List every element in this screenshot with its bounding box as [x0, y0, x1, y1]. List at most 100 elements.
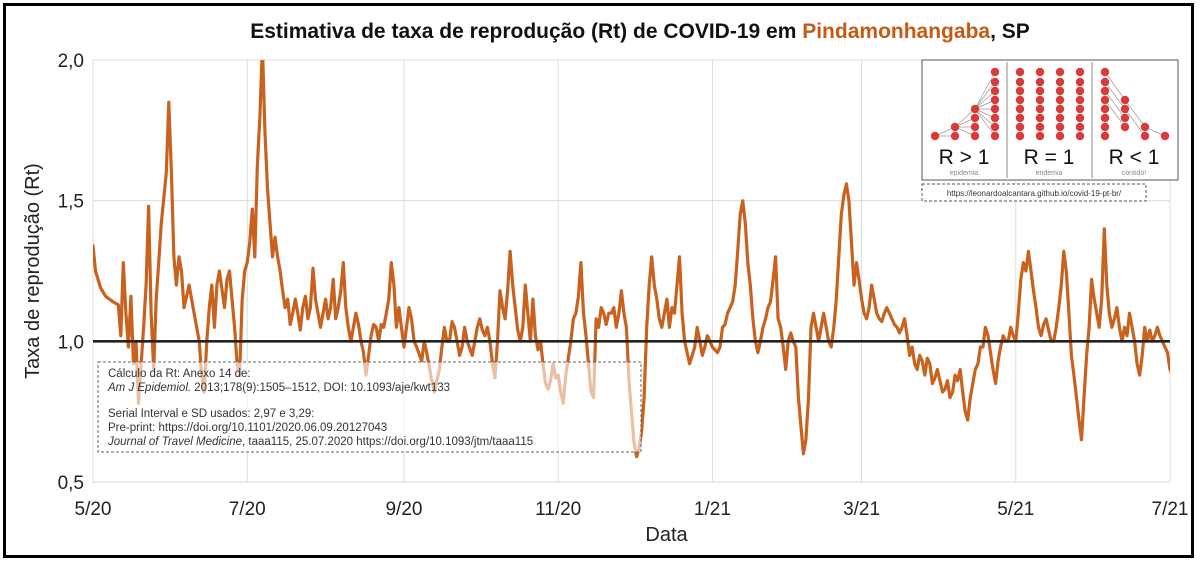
person-dot	[1015, 113, 1025, 123]
person-dot	[1035, 67, 1045, 77]
person-dot	[1140, 122, 1150, 132]
person-dot	[1015, 122, 1025, 132]
person-dot	[1035, 131, 1045, 141]
inset-caption: endemia	[1036, 170, 1063, 177]
person-dot	[990, 131, 1000, 141]
inset-url: https://leonardoalcantara.github.io/covi…	[947, 189, 1122, 198]
transmission-link	[974, 71, 996, 110]
person-dot	[1035, 122, 1045, 132]
person-dot	[1100, 86, 1110, 96]
person-dot	[1015, 95, 1025, 105]
person-dot	[1075, 95, 1085, 105]
transmission-link	[1124, 99, 1146, 128]
person-dot	[970, 131, 980, 141]
person-dot	[990, 122, 1000, 132]
transmission-link	[1104, 81, 1126, 110]
annotation-line-1: Cálculo da Rt: Anexo 14 de:	[108, 368, 251, 380]
person-dot	[1120, 113, 1130, 123]
person-dot	[950, 122, 960, 132]
person-dot	[1100, 104, 1110, 114]
x-tick-label: 9/20	[385, 499, 422, 520]
inset-caption: epidemia	[950, 170, 979, 177]
person-dot	[1120, 104, 1130, 114]
person-dot	[1120, 95, 1130, 105]
person-dot	[970, 113, 980, 123]
person-dot	[1055, 122, 1065, 132]
person-dot	[1075, 122, 1085, 132]
person-dot	[990, 77, 1000, 87]
chart-title: Estimativa de taxa de reprodução (Rt) de…	[0, 20, 1200, 44]
person-dot	[1075, 131, 1085, 141]
inset-label: R > 1	[939, 146, 990, 169]
annotation-doi-2: , taaa115, 25.07.2020 https://doi.org/10…	[242, 436, 533, 448]
chart-title-suffix: , SP	[990, 20, 1030, 43]
person-dot	[1055, 131, 1065, 141]
transmission-link	[974, 90, 996, 110]
person-dot	[1055, 86, 1065, 96]
x-tick-label: 5/20	[75, 499, 112, 520]
y-tick-label: 1,0	[58, 332, 84, 353]
inset-caption: contido!	[1122, 170, 1147, 177]
person-dot	[1035, 113, 1045, 123]
x-tick-label: 11/20	[535, 499, 581, 520]
person-dot	[1100, 131, 1110, 141]
x-tick-label: 7/21	[1152, 499, 1189, 520]
person-dot	[990, 95, 1000, 105]
inset-url-box	[921, 183, 1147, 202]
annotation-line-2: Am J Epidemiol. 2013;178(9):1505–1512, D…	[107, 382, 450, 394]
person-dot	[1100, 113, 1110, 123]
person-dot	[1100, 95, 1110, 105]
person-dot	[990, 113, 1000, 123]
annotation-journal-1: Am J Epidemiol.	[107, 382, 191, 394]
annotation-line-3: Serial Interval e SD usados: 2,97 e 3,29…	[108, 408, 314, 420]
transmission-link	[1104, 99, 1126, 128]
series-line-rt	[93, 60, 1170, 459]
person-dot	[1015, 77, 1025, 87]
x-tick-label: 3/21	[843, 499, 880, 520]
inset-label: R < 1	[1109, 146, 1160, 169]
person-dot	[1035, 95, 1045, 105]
chart-title-prefix: Estimativa de taxa de reprodução (Rt) de…	[250, 20, 797, 43]
person-dot	[930, 131, 940, 141]
annotation-journal-2: Journal of Travel Medicine	[107, 436, 242, 448]
person-dot	[1140, 131, 1150, 141]
y-tick-label: 1,5	[58, 192, 84, 213]
person-dot	[1100, 122, 1110, 132]
person-dot	[1120, 122, 1130, 132]
annotation-doi-1: 2013;178(9):1505–1512, DOI: 10.1093/aje/…	[191, 382, 450, 394]
annotation-line-4: Pre-print: https://doi.org/10.1101/2020.…	[108, 422, 387, 434]
annotation-box: Cálculo da Rt: Anexo 14 de: Am J Epidemio…	[97, 361, 642, 453]
transmission-link	[954, 108, 976, 128]
transmission-link	[1104, 90, 1126, 119]
x-tick-label: 1/21	[694, 499, 731, 520]
person-dot	[1035, 86, 1045, 96]
transmission-link	[1104, 71, 1126, 101]
annotation-line-5: Journal of Travel Medicine, taaa115, 25.…	[107, 436, 533, 448]
person-dot	[1015, 86, 1025, 96]
person-dot	[1075, 113, 1085, 123]
person-dot	[990, 104, 1000, 114]
person-dot	[970, 104, 980, 114]
inset-label: R = 1	[1024, 146, 1075, 169]
y-tick-label: 0,5	[58, 473, 84, 494]
person-dot	[1015, 104, 1025, 114]
y-tick-label: 2,0	[58, 51, 84, 72]
inset-border	[921, 59, 1179, 181]
transmission-link	[974, 81, 996, 110]
person-dot	[1015, 67, 1025, 77]
x-tick-label: 7/20	[229, 499, 266, 520]
person-dot	[950, 131, 960, 141]
person-dot	[1075, 77, 1085, 87]
person-dot	[1075, 67, 1085, 77]
person-dot	[1035, 77, 1045, 87]
y-axis-label: Taxa de reprodução (Rt)	[22, 163, 44, 379]
transmission-link	[1124, 108, 1146, 137]
person-dot	[1100, 67, 1110, 77]
person-dot	[1055, 95, 1065, 105]
person-dot	[1100, 77, 1110, 87]
person-dot	[1075, 86, 1085, 96]
x-tick-label: 5/21	[997, 499, 1034, 520]
transmission-link	[974, 108, 996, 128]
